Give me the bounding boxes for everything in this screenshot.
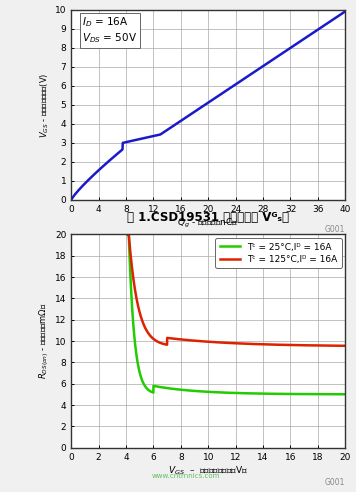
Tᶜ = 125°C,Iᴰ = 16A (202, 338, 206, 344)
Text: 图 1.CSD19531 栉极电荷与 Vᴳₛ．: 图 1.CSD19531 栉极电荷与 Vᴳₛ． (127, 211, 289, 224)
Tᶜ = 125°C,Iᴰ = 16A (335, 343, 340, 349)
Tᶜ = 125°C,Iᴰ = 16A (285, 342, 289, 348)
Tᶜ = 125°C,Iᴰ = 16A (343, 343, 347, 349)
X-axis label: $Q_g$ - 柵極電荷（nC）: $Q_g$ - 柵極電荷（nC） (178, 216, 239, 230)
Tᶜ = 25°C,Iᴰ = 16A (195, 388, 199, 394)
Tᶜ = 25°C,Iᴰ = 16A (335, 391, 339, 397)
Y-axis label: $V_{GS}$ - 柵極至源極電壓(V): $V_{GS}$ - 柵極至源極電壓(V) (38, 72, 51, 138)
Tᶜ = 125°C,Iᴰ = 16A (195, 338, 199, 344)
Line: Tᶜ = 25°C,Iᴰ = 16A: Tᶜ = 25°C,Iᴰ = 16A (128, 235, 345, 394)
Text: www.cntrnnics.com: www.cntrnnics.com (152, 473, 220, 479)
Tᶜ = 25°C,Iᴰ = 16A (343, 391, 347, 397)
Text: $I_D$ = 16A
$V_{DS}$ = 50V: $I_D$ = 16A $V_{DS}$ = 50V (82, 16, 137, 45)
Tᶜ = 25°C,Iᴰ = 16A (202, 389, 206, 395)
Line: Tᶜ = 125°C,Iᴰ = 16A: Tᶜ = 125°C,Iᴰ = 16A (128, 235, 345, 346)
Text: G001: G001 (325, 225, 345, 234)
Tᶜ = 25°C,Iᴰ = 16A (335, 391, 340, 397)
Tᶜ = 125°C,Iᴰ = 16A (335, 343, 339, 349)
Text: G001: G001 (325, 478, 345, 487)
Tᶜ = 25°C,Iᴰ = 16A (285, 391, 289, 397)
Legend: Tᶜ = 25°C,Iᴰ = 16A, Tᶜ = 125°C,Iᴰ = 16A: Tᶜ = 25°C,Iᴰ = 16A, Tᶜ = 125°C,Iᴰ = 16A (215, 238, 342, 268)
X-axis label: $V_{GS}$  –  柵極至源極電壓（V）: $V_{GS}$ – 柵極至源極電壓（V） (168, 464, 248, 477)
Y-axis label: $R_{DS(on)}$ - 導通電阻（mΩ）: $R_{DS(on)}$ - 導通電阻（mΩ） (37, 303, 51, 379)
